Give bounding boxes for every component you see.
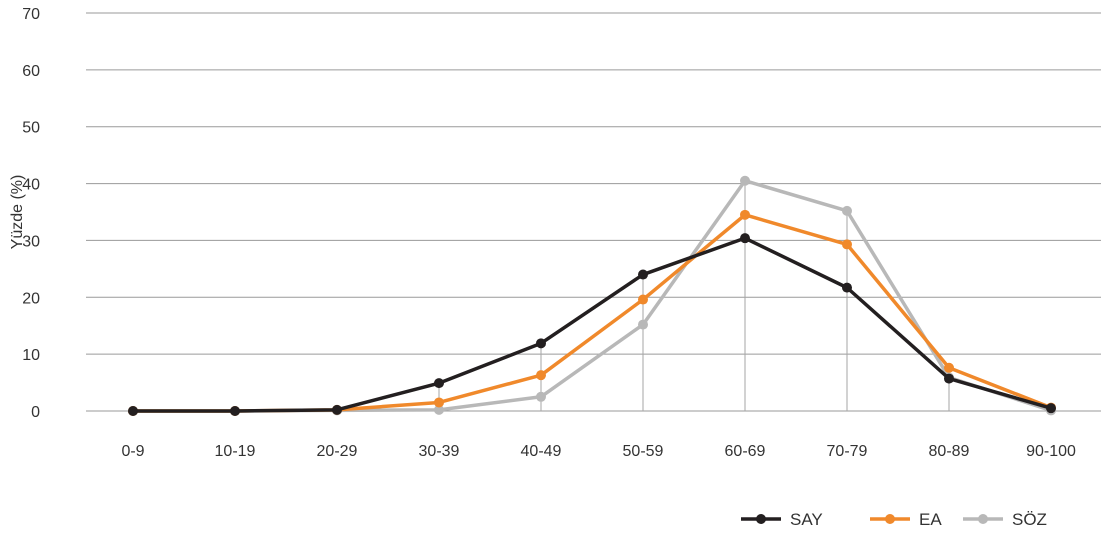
series-line bbox=[131, 213, 1053, 413]
data-point bbox=[842, 239, 852, 250]
data-point bbox=[434, 378, 444, 389]
y-tick-label: 0 bbox=[31, 404, 40, 421]
y-tick-label: 50 bbox=[22, 120, 40, 137]
data-point bbox=[536, 338, 546, 349]
data-point bbox=[638, 294, 648, 305]
data-point bbox=[128, 406, 138, 416]
x-tick-label: 40-49 bbox=[521, 443, 562, 460]
x-tick-label: 10-19 bbox=[215, 443, 256, 460]
legend-marker bbox=[885, 514, 895, 524]
legend: SAY EA SÖZ bbox=[741, 510, 1047, 529]
data-point bbox=[434, 397, 444, 408]
y-tick-label: 60 bbox=[22, 63, 40, 80]
data-point bbox=[842, 205, 852, 216]
y-tick-label: 20 bbox=[22, 290, 40, 307]
data-point bbox=[740, 233, 750, 244]
data-point bbox=[434, 404, 444, 415]
series-line bbox=[131, 178, 1053, 413]
x-axis-ticks: 0-9 10-19 20-29 30-39 40-49 50-59 60-69 70-79 80… bbox=[121, 443, 1076, 460]
x-tick-label: 80-89 bbox=[929, 443, 970, 460]
legend-label: SÖZ bbox=[1012, 510, 1047, 529]
y-tick-label: 40 bbox=[22, 177, 40, 194]
data-point bbox=[1046, 403, 1056, 414]
y-tick-label: 30 bbox=[22, 233, 40, 250]
legend-item-söz: SÖZ bbox=[963, 510, 1047, 529]
legend-item-ea: EA bbox=[870, 510, 942, 529]
data-point bbox=[944, 373, 954, 384]
data-point bbox=[638, 269, 648, 280]
x-tick-label: 30-39 bbox=[419, 443, 460, 460]
series-line bbox=[131, 236, 1053, 413]
legend-marker bbox=[756, 514, 766, 524]
data-point bbox=[536, 370, 546, 381]
x-tick-label: 70-79 bbox=[827, 443, 868, 460]
x-tick-label: 0-9 bbox=[121, 443, 144, 460]
gridlines bbox=[86, 12, 1101, 412]
data-point bbox=[638, 319, 648, 330]
legend-label: EA bbox=[919, 510, 942, 529]
series-söz bbox=[128, 175, 1056, 416]
data-point bbox=[740, 209, 750, 220]
data-point bbox=[740, 175, 750, 186]
legend-label: SAY bbox=[790, 510, 823, 529]
series-say bbox=[128, 233, 1056, 416]
legend-marker bbox=[978, 514, 988, 524]
x-tick-label: 50-59 bbox=[623, 443, 664, 460]
x-tick-label: 90-100 bbox=[1026, 443, 1076, 460]
series-group bbox=[128, 175, 1056, 416]
legend-item-say: SAY bbox=[741, 510, 823, 529]
y-axis-ticks: 0 10 20 30 40 50 60 70 bbox=[22, 6, 40, 421]
x-tick-label: 20-29 bbox=[317, 443, 358, 460]
y-tick-label: 70 bbox=[22, 6, 40, 23]
data-point bbox=[230, 406, 240, 416]
y-tick-label: 10 bbox=[22, 347, 40, 364]
y-axis-label: Yüzde (%) bbox=[9, 175, 26, 250]
x-tick-label: 60-69 bbox=[725, 443, 766, 460]
data-point bbox=[842, 282, 852, 293]
data-point bbox=[944, 362, 954, 373]
data-point bbox=[536, 391, 546, 402]
data-point bbox=[332, 404, 342, 415]
